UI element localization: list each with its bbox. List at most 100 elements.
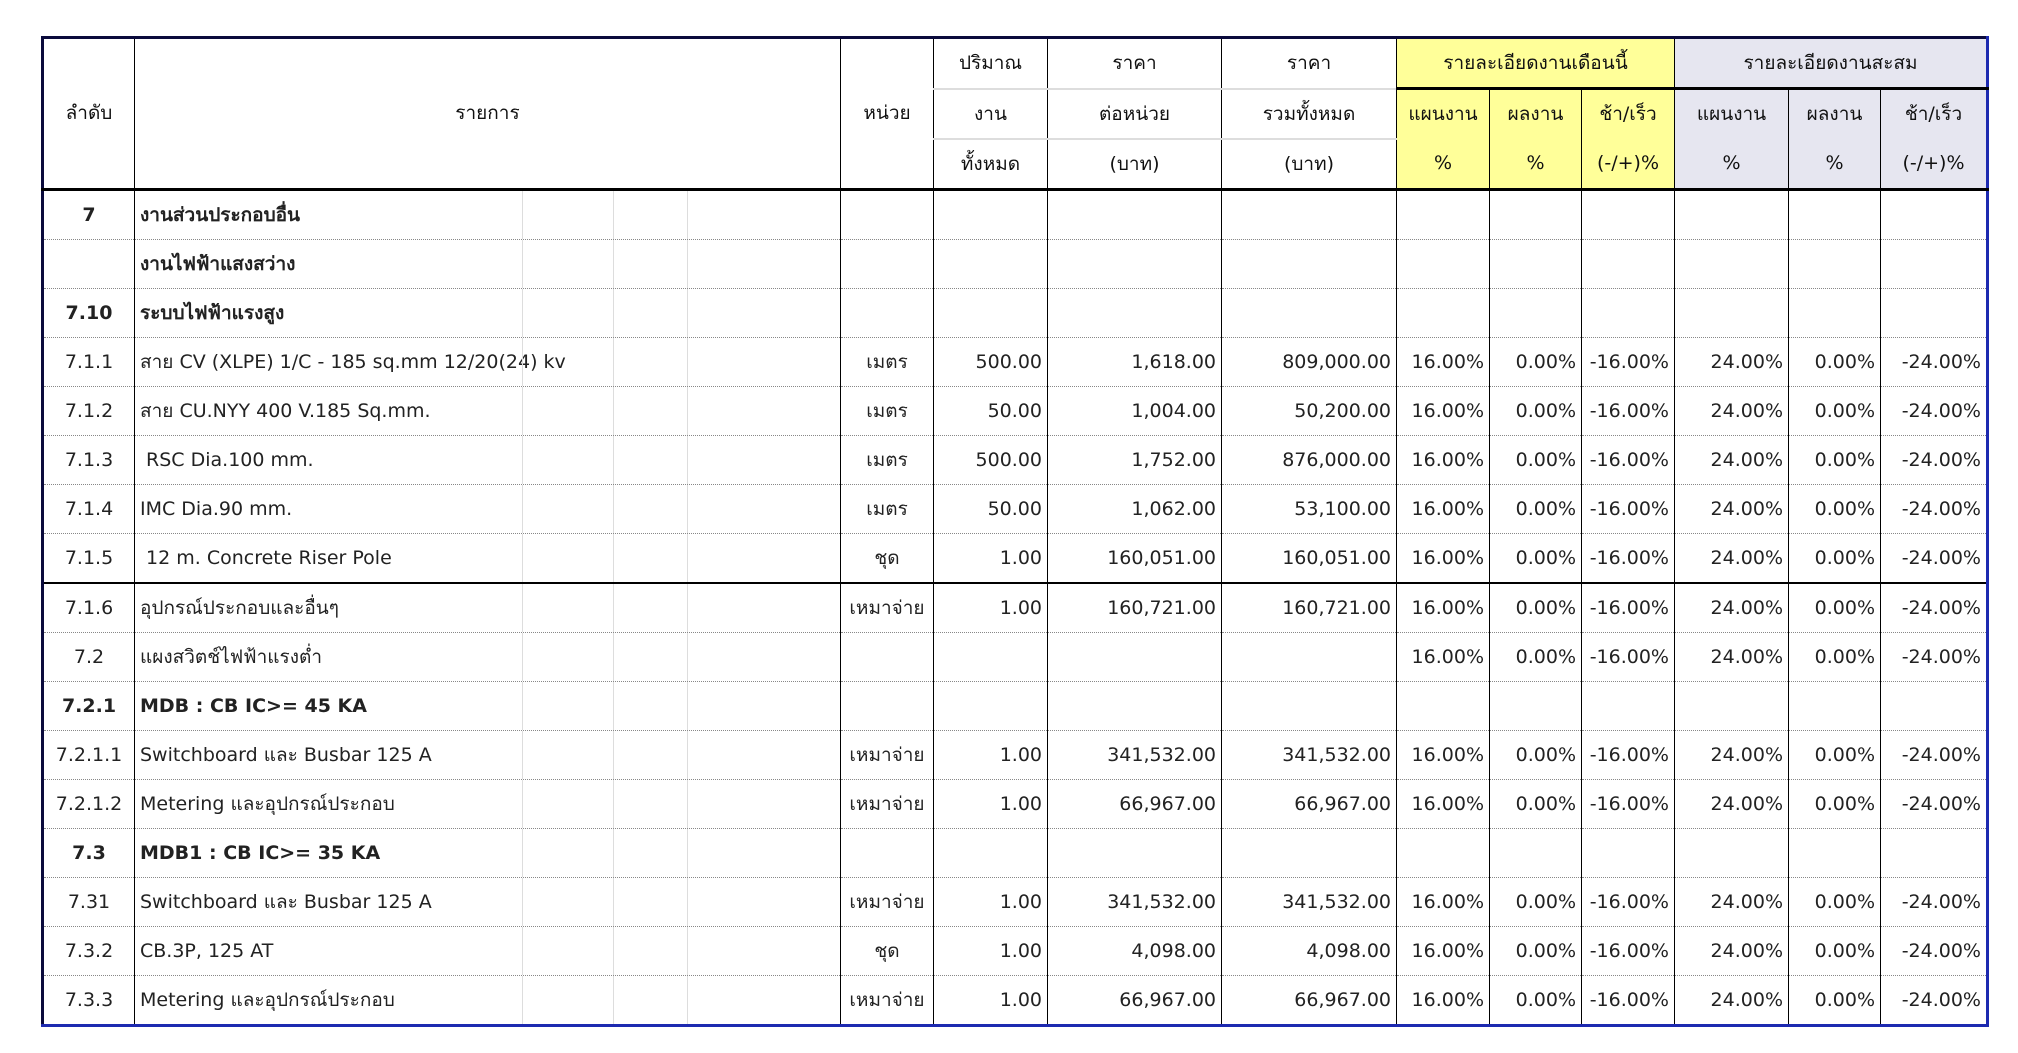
row-cum-plan xyxy=(1674,189,1789,240)
row-item: MDB1 : CB IC>= 35 KA xyxy=(134,828,841,878)
row-month-plan xyxy=(1396,189,1490,240)
table-row: 7.3 MDB1 : CB IC>= 35 KA xyxy=(42,828,1988,878)
row-item: ระบบไฟฟ้าแรงสูง xyxy=(134,288,841,338)
row-month-diff: -16.00% xyxy=(1581,337,1675,387)
table-row: 7 งานส่วนประกอบอื่น xyxy=(42,189,1988,240)
row-cum-diff: -24.00% xyxy=(1880,779,1988,829)
gridline xyxy=(613,779,614,827)
header-total-price-2: รวมทั้งหมด xyxy=(1221,87,1397,139)
row-qty xyxy=(933,239,1048,289)
row-cum-actual xyxy=(1788,189,1881,240)
row-no: 7.2.1.1 xyxy=(42,730,135,780)
row-unit-price: 66,967.00 xyxy=(1047,975,1222,1026)
gridline xyxy=(687,239,688,287)
table-row: 7.1.3 RSC Dia.100 mm. เมตร 500.00 1,752.00 8… xyxy=(42,435,1988,485)
row-unit-price: 66,967.00 xyxy=(1047,779,1222,829)
header-unit: หน่วย xyxy=(840,37,934,191)
header-cum-actual: ผลงาน xyxy=(1788,88,1881,139)
gridline xyxy=(687,681,688,729)
row-unit-price: 1,618.00 xyxy=(1047,337,1222,387)
gridline xyxy=(613,533,614,581)
row-no: 7.1.1 xyxy=(42,337,135,387)
row-no: 7.1.3 xyxy=(42,435,135,485)
row-cum-diff: -24.00% xyxy=(1880,484,1988,534)
row-total-price: 876,000.00 xyxy=(1221,435,1397,485)
row-total-price: 50,200.00 xyxy=(1221,386,1397,436)
row-total-price: 4,098.00 xyxy=(1221,926,1397,976)
row-qty: 1.00 xyxy=(933,877,1048,927)
header-this-month: รายละเอียดงานเดือนนี้ xyxy=(1396,37,1675,90)
row-month-plan xyxy=(1396,288,1490,338)
row-unit-price: 160,721.00 xyxy=(1047,582,1222,633)
row-cum-actual xyxy=(1788,681,1881,731)
row-month-actual: 0.00% xyxy=(1489,926,1582,976)
gridline xyxy=(613,926,614,974)
row-month-diff xyxy=(1581,828,1675,878)
row-unit-price xyxy=(1047,189,1222,240)
row-total-price xyxy=(1221,239,1397,289)
row-cum-diff: -24.00% xyxy=(1880,582,1988,633)
row-month-diff xyxy=(1581,239,1675,289)
row-qty: 1.00 xyxy=(933,975,1048,1026)
row-qty: 1.00 xyxy=(933,730,1048,780)
row-month-diff: -16.00% xyxy=(1581,730,1675,780)
row-month-actual: 0.00% xyxy=(1489,337,1582,387)
gridline xyxy=(613,828,614,876)
row-cum-plan: 24.00% xyxy=(1674,533,1789,584)
row-month-plan: 16.00% xyxy=(1396,975,1490,1026)
row-month-diff xyxy=(1581,288,1675,338)
row-month-actual: 0.00% xyxy=(1489,533,1582,584)
gridline xyxy=(522,288,523,336)
row-cum-diff: -24.00% xyxy=(1880,386,1988,436)
row-month-actual: 0.00% xyxy=(1489,730,1582,780)
row-total-price: 809,000.00 xyxy=(1221,337,1397,387)
gridline xyxy=(613,435,614,483)
row-cum-actual: 0.00% xyxy=(1788,975,1881,1026)
row-cum-actual: 0.00% xyxy=(1788,779,1881,829)
header-month-actual: ผลงาน xyxy=(1489,88,1582,139)
gridline xyxy=(687,975,688,1024)
gridline xyxy=(687,632,688,680)
gridline xyxy=(522,828,523,876)
header-month-plan: แผนงาน xyxy=(1396,88,1490,139)
row-month-plan: 16.00% xyxy=(1396,779,1490,829)
row-cum-plan: 24.00% xyxy=(1674,386,1789,436)
row-item-text: RSC Dia.100 mm. xyxy=(140,448,314,471)
gridline xyxy=(613,730,614,778)
table-row: 7.1.5 12 m. Concrete Riser Pole ชุด 1.00 16… xyxy=(42,533,1988,584)
gridline xyxy=(613,337,614,385)
row-no: 7.31 xyxy=(42,877,135,927)
row-cum-actual: 0.00% xyxy=(1788,926,1881,976)
gridline xyxy=(522,190,523,238)
progress-table: ลำดับ รายการ หน่วย ปริมาณ ราคา ราคา รายล… xyxy=(41,36,1989,1027)
row-unit-price xyxy=(1047,632,1222,682)
row-cum-plan: 24.00% xyxy=(1674,975,1789,1026)
table-row: 7.1.4 IMC Dia.90 mm. เมตร 50.00 1,062.00 53,1… xyxy=(42,484,1988,534)
gridline xyxy=(613,190,614,238)
gridline xyxy=(687,484,688,532)
row-item: แผงสวิตช์ไฟฟ้าแรงต่ำ xyxy=(134,632,841,682)
row-cum-actual xyxy=(1788,288,1881,338)
row-unit-price: 341,532.00 xyxy=(1047,730,1222,780)
row-total-price: 341,532.00 xyxy=(1221,730,1397,780)
row-cum-diff: -24.00% xyxy=(1880,975,1988,1026)
row-unit-price xyxy=(1047,288,1222,338)
row-item-text: 12 m. Concrete Riser Pole xyxy=(140,546,392,569)
row-month-actual xyxy=(1489,828,1582,878)
row-cum-plan: 24.00% xyxy=(1674,632,1789,682)
row-unit-price: 341,532.00 xyxy=(1047,877,1222,927)
row-month-actual xyxy=(1489,681,1582,731)
row-item-text: MDB1 : CB IC>= 35 KA xyxy=(140,841,381,864)
row-item: งานไฟฟ้าแสงสว่าง xyxy=(134,239,841,289)
row-unit xyxy=(840,828,934,878)
row-month-actual: 0.00% xyxy=(1489,632,1582,682)
gridline xyxy=(613,239,614,287)
row-cum-plan xyxy=(1674,239,1789,289)
row-total-price: 53,100.00 xyxy=(1221,484,1397,534)
row-total-price xyxy=(1221,828,1397,878)
row-cum-plan xyxy=(1674,681,1789,731)
gridline xyxy=(687,877,688,925)
row-no: 7.2 xyxy=(42,632,135,682)
row-unit-price xyxy=(1047,239,1222,289)
row-cum-actual: 0.00% xyxy=(1788,337,1881,387)
